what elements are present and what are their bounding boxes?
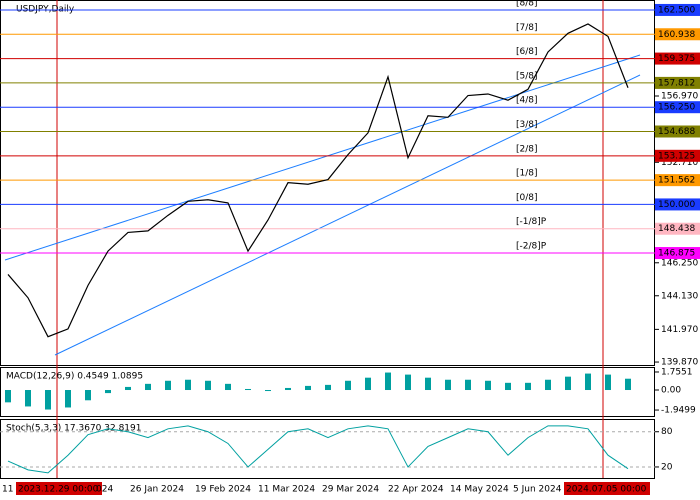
y-tick-label: 80 [661, 427, 673, 437]
y-tick-label: 0.00 [661, 386, 681, 396]
macd-bar [425, 377, 431, 391]
level-label: 153.125 [658, 151, 695, 161]
y-tick-label: 139.870 [661, 358, 698, 368]
macd-bar [385, 372, 391, 391]
y-tick-label: -1.9499 [661, 406, 696, 416]
macd-bar [205, 380, 211, 391]
channel-line [54, 74, 641, 356]
x-tick-label: 29 Mar 2024 [322, 485, 379, 495]
macd-bar [365, 377, 371, 391]
macd-bar [405, 374, 411, 391]
main-panel [0, 0, 655, 366]
y-tick-label: 144.130 [661, 291, 698, 301]
x-tick-label: 11 [2, 485, 13, 495]
level-name: [-2/8]P [516, 242, 547, 252]
macd-bar [505, 382, 511, 391]
macd-bar [85, 390, 91, 401]
macd-bar [445, 379, 451, 391]
macd-bar [525, 382, 531, 391]
x-tick-box [564, 482, 650, 495]
level-box [655, 125, 700, 138]
macd-bar [605, 374, 611, 391]
macd-bar [5, 390, 11, 403]
level-label: 162.500 [658, 5, 695, 15]
y-tick-label: 141.970 [661, 325, 698, 335]
level-box [655, 247, 700, 260]
macd-panel [0, 367, 655, 417]
y-tick-label: 156.970 [661, 91, 698, 101]
macd-bar [265, 390, 271, 392]
level-label: 148.438 [658, 224, 695, 234]
x-tick-label: 22 Apr 2024 [388, 485, 444, 495]
macd-bar [185, 379, 191, 391]
x-tick-label: 2023.12.29 00:00 [18, 485, 99, 495]
y-tick-label: 146.250 [661, 258, 698, 268]
y-tick-label: 1.7551 [661, 367, 693, 377]
level-label: 157.812 [658, 78, 695, 88]
level-box [655, 3, 700, 16]
level-box [655, 149, 700, 162]
macd-bar [245, 388, 251, 391]
level-box [655, 52, 700, 65]
macd-bar [45, 390, 51, 410]
level-name: [6/8] [516, 47, 538, 57]
x-tick-label: 5 Jun 2024 [513, 485, 562, 495]
macd-bar [345, 380, 351, 391]
stoch-line [7, 425, 629, 474]
level-box [655, 28, 700, 41]
macd-bar [225, 383, 231, 391]
x-tick-label: 26 Jan 2024 [130, 485, 184, 495]
level-name: [7/8] [516, 23, 538, 33]
level-label: 150.000 [658, 200, 695, 210]
level-name: [2/8] [516, 144, 538, 154]
level-name: [3/8] [516, 120, 538, 130]
x-tick-label: 14 May 2024 [450, 485, 509, 495]
macd-bar [305, 385, 311, 391]
level-label: 159.375 [658, 54, 695, 64]
macd-title: MACD(12,26,9) 0.4549 1.0895 [6, 372, 143, 382]
level-box [655, 198, 700, 211]
channel-line [4, 54, 641, 261]
macd-bar [565, 376, 571, 391]
level-box [655, 222, 700, 235]
macd-bar [105, 390, 111, 394]
level-name: [4/8] [516, 96, 538, 106]
macd-bar [465, 379, 471, 391]
level-label: 151.562 [658, 176, 695, 186]
x-tick-label: 024 [96, 485, 113, 495]
macd-bar [165, 380, 171, 391]
macd-bar [485, 380, 491, 391]
level-label: 146.875 [658, 249, 695, 259]
level-name: [0/8] [516, 193, 538, 203]
level-box [655, 101, 700, 114]
level-label: 160.938 [658, 30, 695, 40]
level-name: [8/8] [516, 0, 538, 8]
x-tick-label: 19 Feb 2024 [195, 485, 251, 495]
y-tick-label: 152.710 [661, 158, 698, 168]
x-tick-box [16, 482, 102, 495]
stoch-panel [0, 419, 655, 479]
level-name: [1/8] [516, 169, 538, 179]
macd-bar [585, 373, 591, 391]
macd-bar [145, 383, 151, 391]
macd-bar [625, 378, 631, 391]
macd-bar [25, 390, 31, 407]
macd-bar [285, 387, 291, 391]
macd-bar [65, 390, 71, 408]
macd-bar [325, 384, 331, 391]
macd-bar [545, 379, 551, 391]
price-line [7, 23, 629, 338]
level-label: 154.688 [658, 127, 695, 137]
stoch-title: Stoch(5,3,3) 17.3670 32.8191 [6, 424, 141, 434]
x-tick-label: 11 Mar 2024 [258, 485, 315, 495]
macd-bar [125, 386, 131, 391]
level-name: [-1/8]P [516, 217, 547, 227]
x-tick-label: 2024.07.05 00:00 [566, 485, 647, 495]
level-name: [5/8] [516, 71, 538, 81]
level-box [655, 76, 700, 89]
level-label: 156.250 [658, 103, 695, 113]
y-tick-label: 20 [661, 462, 673, 472]
level-box [655, 174, 700, 187]
